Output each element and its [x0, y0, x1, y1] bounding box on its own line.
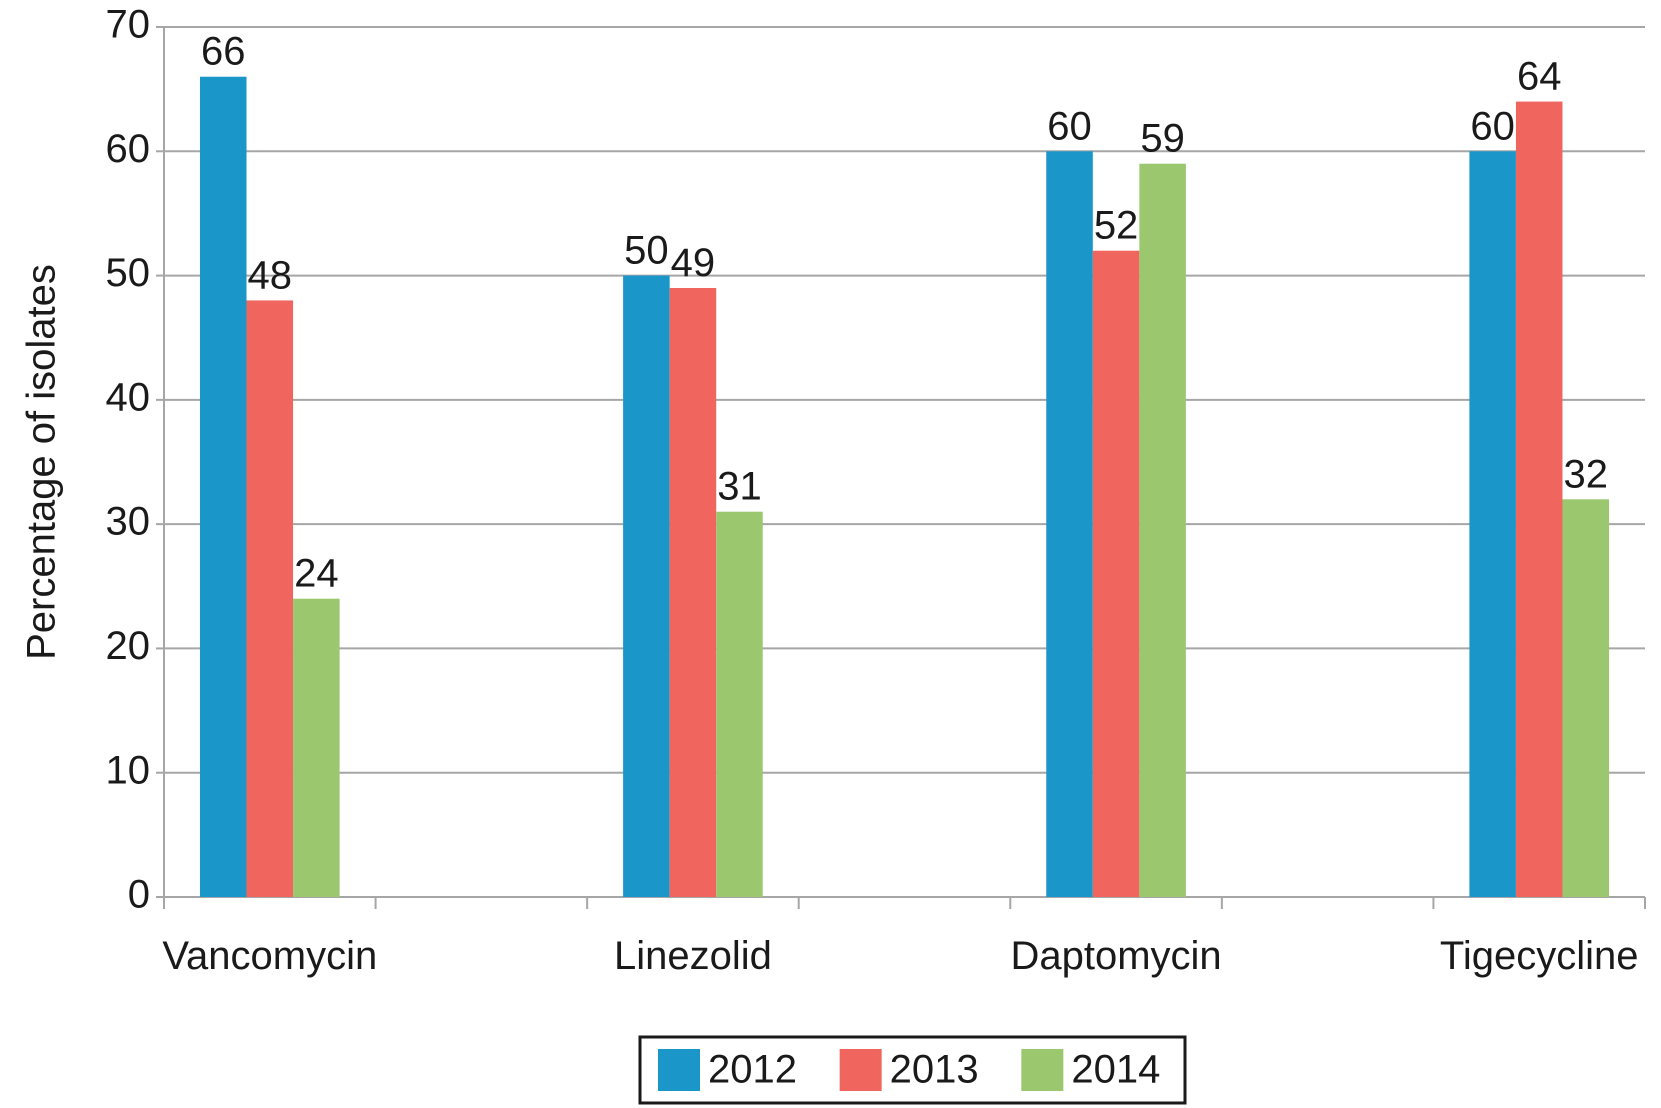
- x-tick-label: Vancomycin: [162, 934, 377, 978]
- value-label: 50: [624, 229, 669, 273]
- y-tick-label: 30: [106, 500, 151, 544]
- legend-box: [638, 1035, 1187, 1105]
- bar: [1139, 163, 1186, 897]
- value-label: 66: [201, 30, 246, 74]
- value-label: 31: [717, 465, 762, 509]
- bar: [199, 76, 247, 897]
- legend-swatch: [839, 1049, 882, 1091]
- y-tick-label: 50: [106, 251, 151, 295]
- legend-label: 2014: [1071, 1048, 1160, 1092]
- y-tick-label: 0: [128, 873, 150, 917]
- x-tick-label: Daptomycin: [1010, 934, 1221, 978]
- value-label: 48: [248, 253, 293, 297]
- value-label: 32: [1564, 452, 1609, 496]
- y-tick-label: 60: [106, 127, 151, 171]
- bar: [1562, 499, 1610, 897]
- x-tick-label: Linezolid: [614, 934, 772, 978]
- legend-swatch: [1021, 1049, 1064, 1091]
- value-label: 60: [1047, 104, 1092, 148]
- legend-label: 2013: [890, 1048, 979, 1092]
- bar: [1092, 250, 1140, 897]
- bar: [1046, 151, 1093, 898]
- value-label: 59: [1140, 117, 1185, 161]
- bar: [246, 300, 294, 897]
- bar: [716, 511, 763, 897]
- y-axis-label: Percentage of isolates: [20, 264, 64, 660]
- legend-swatch: [658, 1049, 700, 1091]
- y-tick-label: 10: [106, 748, 151, 792]
- value-label: 52: [1094, 204, 1139, 248]
- bar: [1469, 151, 1516, 898]
- bar: [1515, 101, 1563, 898]
- y-tick-label: 40: [106, 375, 151, 419]
- y-tick-label: 20: [106, 624, 151, 668]
- value-label: 49: [671, 241, 716, 285]
- legend-label: 2012: [708, 1048, 797, 1092]
- y-tick-label: 70: [106, 3, 151, 47]
- bar: [623, 275, 670, 898]
- value-label: 24: [294, 552, 339, 596]
- bar: [293, 598, 340, 897]
- value-label: 64: [1517, 55, 1562, 99]
- value-label: 60: [1470, 104, 1515, 148]
- x-tick-label: Tigecycline: [1440, 934, 1639, 978]
- bar: [669, 288, 717, 897]
